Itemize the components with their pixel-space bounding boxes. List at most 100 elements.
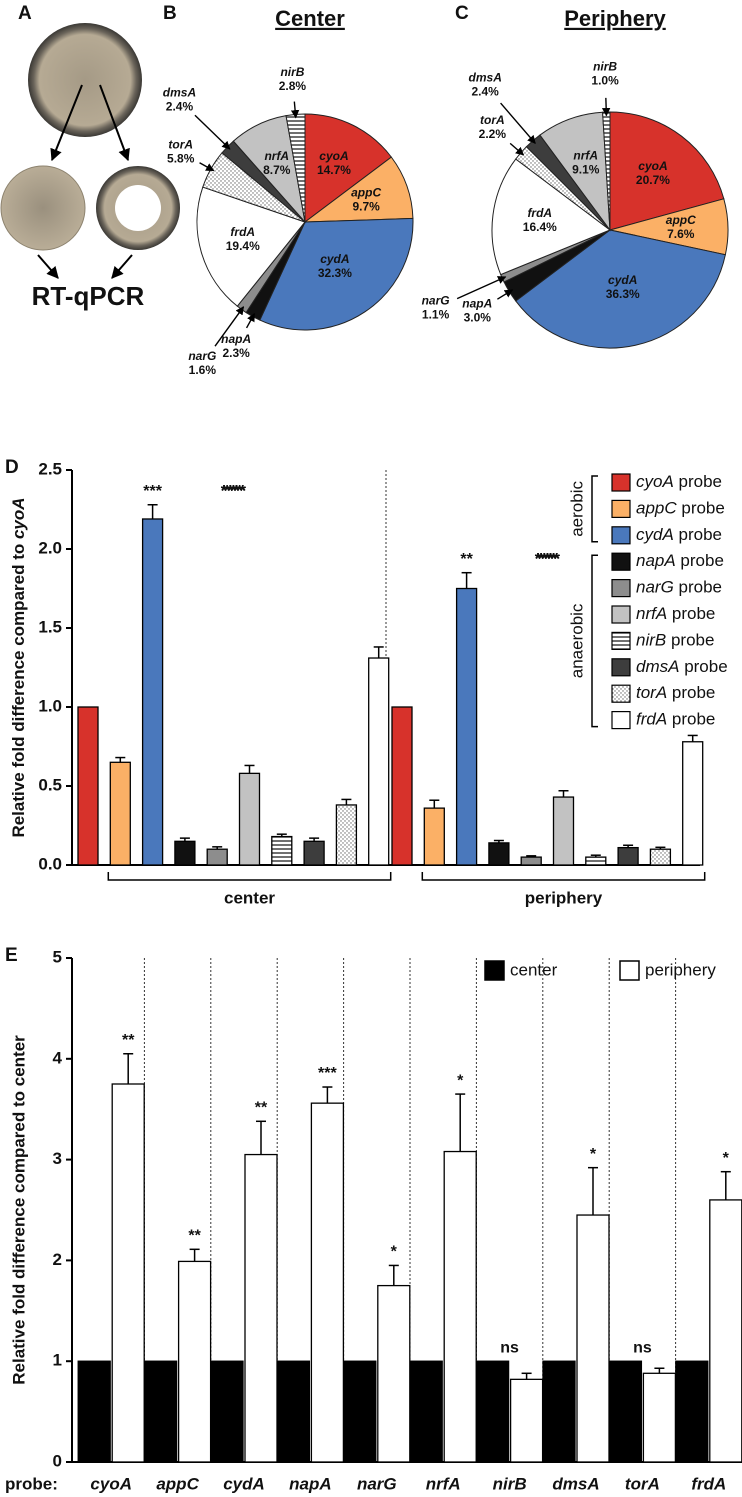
leader-arrow (601, 97, 611, 117)
bar (443, 1150, 477, 1463)
legend-swatch (484, 960, 505, 981)
slice-value: 2.3% (222, 346, 250, 360)
significance: **** (221, 483, 247, 500)
bar (617, 846, 639, 866)
significance: **** (221, 483, 247, 500)
significance: ** (188, 1228, 201, 1245)
bar (143, 1360, 178, 1463)
arrow (99, 84, 130, 162)
bar (409, 1360, 443, 1463)
slice-value: 16.4% (523, 220, 557, 234)
legend-label: appC probe (636, 499, 725, 518)
text-part: probe (667, 604, 715, 623)
slice-value: 3.0% (464, 311, 492, 325)
group-label: center (224, 888, 275, 907)
slice-value: 36.3% (606, 287, 640, 301)
legend-group: aerobic (567, 481, 586, 537)
pie-slice (196, 186, 306, 307)
slice-value: 19.4% (226, 239, 260, 253)
legend-label: dmsA probe (636, 657, 728, 676)
slice-name: frdA (527, 206, 552, 220)
legend-label: torA probe (636, 684, 715, 703)
bar (377, 1284, 411, 1463)
slice-value: 32.3% (318, 266, 352, 280)
leader-arrow (509, 142, 525, 156)
x-tick-label: dmsA (552, 1474, 599, 1493)
slice-value: 14.7% (317, 163, 351, 177)
y-tick-label: 3 (53, 1149, 62, 1168)
slice-value: 1.0% (591, 73, 619, 87)
legend-swatch (611, 605, 631, 624)
significance: * (391, 1244, 398, 1261)
y-tick-label: 2 (53, 1250, 62, 1269)
significance: * (457, 1072, 464, 1089)
bar (335, 804, 358, 866)
legend-swatch (611, 473, 631, 492)
text-part: probe (679, 657, 727, 676)
text-part: appC (636, 499, 677, 518)
bar (77, 1360, 111, 1463)
slice-value: 2.4% (166, 99, 194, 113)
significance: * (590, 1146, 597, 1163)
bar (585, 856, 607, 866)
significance: *** (538, 551, 557, 568)
slice-value: 5.8% (167, 151, 195, 165)
bar (475, 1360, 510, 1463)
bar (210, 1360, 244, 1463)
leader-arrow (194, 114, 231, 150)
bar (608, 1360, 643, 1463)
leader-arrow (290, 101, 300, 119)
bar (423, 807, 445, 866)
significance: ** (227, 483, 240, 500)
pie-title: Periphery (564, 6, 666, 31)
text-part: dmsA (636, 657, 679, 676)
significance: ** (122, 1032, 135, 1049)
slice-name: nrfA (264, 149, 289, 163)
text-part: narG (636, 578, 674, 597)
legend-label: napA probe (636, 552, 724, 571)
bar (141, 518, 164, 866)
text-part: probe (677, 499, 725, 518)
text-part: cyoA (636, 472, 674, 491)
x-tick-label: frdA (691, 1474, 726, 1493)
x-tick-label: appC (156, 1474, 199, 1493)
pie-slice (304, 113, 393, 224)
slice-name: frdA (230, 225, 255, 239)
slice-name: dmsA (163, 85, 196, 99)
legend-swatch (619, 960, 640, 981)
slice-value: 7.6% (667, 227, 695, 241)
y-tick-label: 1.5 (38, 617, 62, 636)
significance: ns (500, 1339, 519, 1356)
text-part: napA (636, 552, 676, 571)
text-part: nrfA (636, 604, 667, 623)
slice-name: napA (462, 297, 492, 311)
legend-swatch (611, 710, 631, 730)
panel-label: E (5, 945, 18, 966)
bar (542, 1360, 576, 1463)
bar (368, 657, 390, 866)
bar (642, 1372, 677, 1463)
significance: ** (460, 551, 473, 568)
panel-label: C (455, 3, 469, 24)
leader-arrow (500, 102, 536, 144)
bar (682, 741, 704, 866)
bar (509, 1378, 544, 1463)
significance: * (230, 483, 237, 500)
significance: *** (538, 551, 557, 568)
bar (391, 706, 413, 866)
slice-name: nirB (280, 65, 304, 79)
text-part: nirB (636, 631, 666, 650)
x-tick-label: nrfA (426, 1474, 461, 1493)
x-tick-label: narG (357, 1474, 397, 1493)
legend-label: narG probe (636, 578, 722, 597)
leader-arrow (245, 312, 256, 329)
panel-label: B (163, 3, 177, 24)
significance: *** (224, 483, 243, 500)
bar (77, 706, 99, 866)
legend-label: nrfA probe (636, 604, 715, 623)
slice-name: cyoA (638, 159, 667, 173)
leader-arrow (214, 306, 245, 347)
slice-value: 2.8% (279, 79, 307, 93)
legend-label: nirB probe (636, 631, 714, 650)
